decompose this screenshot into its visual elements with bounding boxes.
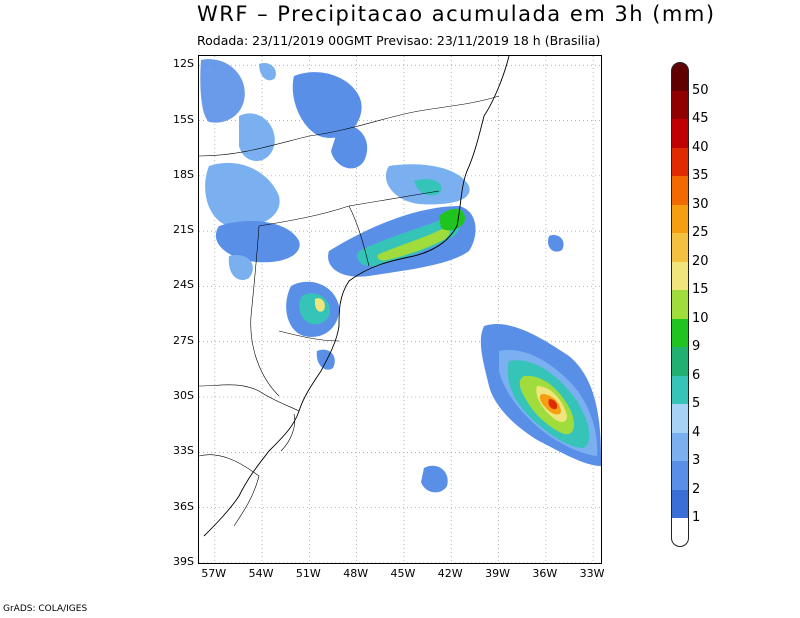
lon-label: 36W — [532, 567, 558, 580]
legend-color-cell — [671, 375, 689, 405]
state-border-4 — [278, 330, 340, 342]
precip-north-patch-2 — [239, 113, 275, 161]
legend-label: 1 — [692, 510, 701, 525]
lon-label: 45W — [390, 567, 416, 580]
legend-label: 45 — [692, 111, 709, 126]
lat-label: 18S — [173, 167, 194, 181]
lon-label: 48W — [343, 567, 369, 580]
legend-color-cell — [671, 204, 689, 234]
legend-label: 5 — [692, 396, 701, 411]
map-canvas — [199, 56, 601, 563]
lon-label: 42W — [437, 567, 463, 580]
precip-east-cell — [548, 235, 564, 252]
precip-north-patch-3 — [292, 72, 362, 138]
legend-color-cell — [671, 261, 689, 291]
lagoa-dos-patos — [280, 413, 296, 452]
precip-west-patch-2 — [228, 255, 253, 280]
coastline — [199, 56, 510, 537]
legend-color-cell — [671, 290, 689, 320]
legend-label: 15 — [692, 282, 709, 297]
legend-color-cell — [671, 489, 689, 519]
lat-label: 27S — [173, 333, 194, 347]
lat-label: 24S — [173, 278, 194, 292]
legend-color-cell — [671, 176, 689, 206]
precipitation-shading — [200, 59, 601, 493]
lat-label: 30S — [173, 389, 194, 403]
legend-color-cell — [671, 404, 689, 434]
precip-north-patch — [200, 59, 245, 123]
legend-label: 25 — [692, 225, 709, 240]
legend-color-cell — [671, 518, 689, 547]
legend-color-cell — [671, 147, 689, 177]
precip-ne-green — [414, 179, 442, 196]
lon-label: 39W — [485, 567, 510, 580]
precip-band-core — [377, 227, 450, 261]
precip-atlantic-system-red — [548, 399, 558, 410]
state-border-5 — [348, 205, 370, 267]
lat-label: 33S — [173, 444, 194, 458]
legend-color-cell — [671, 347, 689, 377]
precipitation-map — [198, 55, 602, 564]
legend-color-cell — [671, 318, 689, 348]
grads-credit: GrADS: COLA/IGES — [3, 604, 88, 614]
lat-label: 12S — [173, 57, 194, 71]
lon-label: 54W — [248, 567, 274, 580]
legend-label: 6 — [692, 367, 701, 383]
lat-label: 15S — [173, 112, 194, 126]
legend-label: 40 — [692, 139, 709, 155]
lon-label: 33W — [579, 567, 605, 580]
legend-label: 20 — [692, 253, 709, 269]
state-border-3 — [250, 225, 280, 397]
state-border-1 — [199, 95, 500, 157]
precip-north-patch-4 — [205, 162, 280, 227]
precip-coast-green — [439, 208, 465, 231]
precip-south-cell-2 — [316, 349, 335, 370]
precip-north-patch-6 — [259, 62, 276, 81]
legend-label: 30 — [692, 196, 709, 212]
legend-color-cell — [671, 119, 689, 149]
lon-label: 51W — [295, 567, 321, 580]
legend-label: 3 — [692, 453, 701, 468]
precip-south-cell-core — [314, 298, 325, 312]
lon-label: 57W — [201, 567, 227, 580]
legend-label: 10 — [692, 310, 709, 326]
legend-color-cell — [671, 90, 689, 120]
precip-atlantic-cell — [421, 465, 448, 493]
legend-color-cell — [671, 233, 689, 263]
legend-color-cell — [671, 461, 689, 491]
lat-label: 21S — [173, 223, 194, 237]
legend-label: 50 — [692, 82, 709, 98]
brazil-coastline — [203, 56, 510, 537]
lat-label: 39S — [173, 555, 194, 568]
legend-label: 9 — [692, 339, 701, 354]
legend-label: 35 — [692, 168, 709, 183]
legend-label: 2 — [692, 481, 701, 497]
state-border-6 — [199, 384, 300, 412]
legend-color-cell — [671, 62, 689, 92]
uruguay-border — [199, 454, 260, 527]
lat-label: 36S — [173, 499, 194, 513]
precip-north-patch-5 — [331, 125, 368, 169]
map-subtitle: Rodada: 23/11/2019 00GMT Previsao: 23/11… — [197, 33, 601, 48]
legend-color-cell — [671, 432, 689, 462]
map-title: WRF – Precipitacao acumulada em 3h (mm) — [197, 2, 716, 26]
legend-label: 4 — [692, 424, 701, 440]
